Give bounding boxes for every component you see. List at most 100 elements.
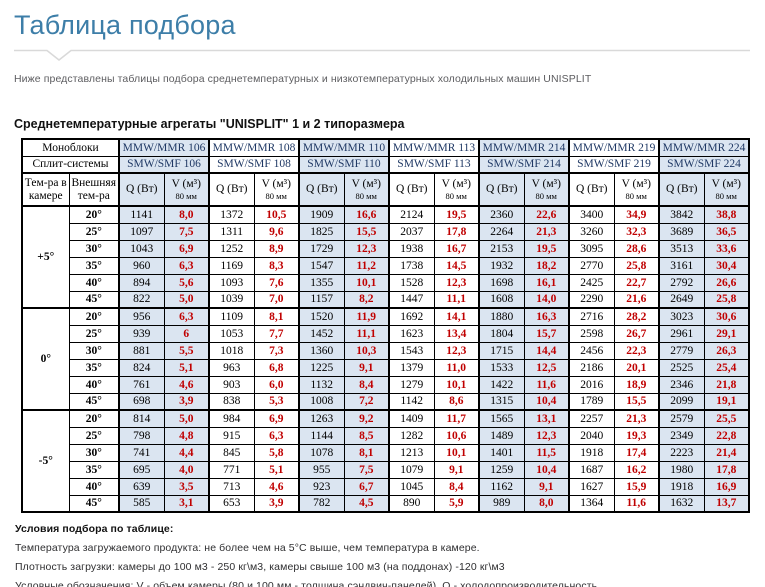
q-value-cell: 939 xyxy=(118,324,165,343)
q-value-cell: 1053 xyxy=(208,324,255,343)
v-value-cell: 5,1 xyxy=(253,460,300,479)
q-value-cell: 1263 xyxy=(298,409,345,428)
v-value-cell: 33,6 xyxy=(703,239,750,258)
q-value-cell: 923 xyxy=(298,477,345,496)
split-model-header-cell: SMW/SMF 214 xyxy=(478,155,570,174)
panel-thickness-label: 80 мм xyxy=(445,191,467,202)
temp-group-label: -5° xyxy=(21,409,70,513)
q-value-cell: 2290 xyxy=(568,290,615,309)
q-value-cell: 1379 xyxy=(388,358,435,377)
v-column-header: V (м³) 80 мм xyxy=(343,172,390,207)
q-value-cell: 3842 xyxy=(658,205,705,224)
v-value-cell: 6,9 xyxy=(163,239,210,258)
v-value-cell: 28,2 xyxy=(613,307,660,326)
q-value-cell: 1565 xyxy=(478,409,525,428)
v-value-cell: 11,7 xyxy=(433,409,480,428)
table-conditions: Условия подбора по таблице: Температура … xyxy=(15,520,751,587)
v-value-cell: 8,4 xyxy=(433,477,480,496)
q-value-cell: 1980 xyxy=(658,460,705,479)
outdoor-temp-cell: 20° xyxy=(68,307,120,326)
q-value-cell: 1825 xyxy=(298,222,345,241)
title-divider xyxy=(14,49,751,65)
v-value-cell: 7,0 xyxy=(253,290,300,309)
q-value-cell: 2360 xyxy=(478,205,525,224)
v-value-cell: 10,4 xyxy=(523,460,570,479)
split-model-header-cell: SMW/SMF 224 xyxy=(658,155,750,174)
v-value-cell: 11,1 xyxy=(433,290,480,309)
outdoor-temp-cell: 20° xyxy=(68,409,120,428)
q-value-cell: 3095 xyxy=(568,239,615,258)
q-value-cell: 963 xyxy=(208,358,255,377)
v-value-cell: 15,5 xyxy=(613,392,660,411)
q-value-cell: 956 xyxy=(118,307,165,326)
v-value-cell: 3,9 xyxy=(163,392,210,411)
q-value-cell: 984 xyxy=(208,409,255,428)
v-column-header: V (м³) 80 мм xyxy=(163,172,210,207)
v-value-cell: 8,0 xyxy=(163,205,210,224)
v-value-cell: 5,1 xyxy=(163,358,210,377)
q-column-header: Q (Вт) xyxy=(208,172,255,207)
v-value-cell: 3,9 xyxy=(253,494,300,513)
v-value-cell: 17,8 xyxy=(703,460,750,479)
q-value-cell: 1409 xyxy=(388,409,435,428)
q-value-cell: 1162 xyxy=(478,477,525,496)
q-value-cell: 2124 xyxy=(388,205,435,224)
intro-text: Ниже представлены таблицы подбора средне… xyxy=(14,73,592,85)
monoblocks-row-label: Моноблоки xyxy=(21,138,120,157)
outdoor-temp-column-header: Внешняя тем-ра xyxy=(68,172,120,207)
v-value-cell: 11,1 xyxy=(343,324,390,343)
q-value-cell: 1225 xyxy=(298,358,345,377)
q-value-cell: 955 xyxy=(298,460,345,479)
v-value-cell: 11,5 xyxy=(523,443,570,462)
q-value-cell: 2186 xyxy=(568,358,615,377)
v-value-cell: 15,9 xyxy=(613,477,660,496)
q-value-cell: 653 xyxy=(208,494,255,513)
v-value-cell: 6,9 xyxy=(253,409,300,428)
page-title: Таблица подбора xyxy=(14,10,236,40)
v-value-cell: 12,3 xyxy=(523,426,570,445)
v-value-cell: 8,2 xyxy=(343,290,390,309)
v-value-cell: 5,0 xyxy=(163,290,210,309)
model-header-cell: MMW/MMR 110 xyxy=(298,138,390,157)
v-value-cell: 5,0 xyxy=(163,409,210,428)
temp-group-label: 0° xyxy=(21,307,70,411)
divider-chevron-icon xyxy=(14,49,750,61)
v-value-cell: 21,8 xyxy=(703,375,750,394)
panel-thickness-label: 80 мм xyxy=(265,191,287,202)
q-value-cell: 2770 xyxy=(568,256,615,275)
v-value-cell: 12,3 xyxy=(433,341,480,360)
q-value-cell: 1533 xyxy=(478,358,525,377)
v-value-cell: 30,6 xyxy=(703,307,750,326)
q-value-cell: 761 xyxy=(118,375,165,394)
v-value-cell: 3,5 xyxy=(163,477,210,496)
q-value-cell: 2779 xyxy=(658,341,705,360)
outdoor-temp-cell: 40° xyxy=(68,273,120,292)
v-value-cell: 8,9 xyxy=(253,239,300,258)
v-column-header: V (м³) 80 мм xyxy=(253,172,300,207)
q-value-cell: 3513 xyxy=(658,239,705,258)
v-value-cell: 11,2 xyxy=(343,256,390,275)
v-value-cell: 4,4 xyxy=(163,443,210,462)
q-value-cell: 1079 xyxy=(388,460,435,479)
q-value-cell: 1422 xyxy=(478,375,525,394)
q-value-cell: 1632 xyxy=(658,494,705,513)
q-column-header: Q (Вт) xyxy=(658,172,705,207)
q-value-cell: 1909 xyxy=(298,205,345,224)
v-value-cell: 7,6 xyxy=(253,273,300,292)
v-value-cell: 4,6 xyxy=(163,375,210,394)
q-value-cell: 989 xyxy=(478,494,525,513)
q-value-cell: 1623 xyxy=(388,324,435,343)
outdoor-temp-cell: 35° xyxy=(68,460,120,479)
outdoor-temp-cell: 45° xyxy=(68,290,120,309)
q-value-cell: 1401 xyxy=(478,443,525,462)
v-value-cell: 14,4 xyxy=(523,341,570,360)
q-value-cell: 3689 xyxy=(658,222,705,241)
q-value-cell: 1109 xyxy=(208,307,255,326)
v-value-cell: 18,2 xyxy=(523,256,570,275)
q-value-cell: 915 xyxy=(208,426,255,445)
q-value-cell: 1078 xyxy=(298,443,345,462)
q-value-cell: 3260 xyxy=(568,222,615,241)
q-value-cell: 2153 xyxy=(478,239,525,258)
v-value-cell: 8,1 xyxy=(343,443,390,462)
v-value-cell: 5,3 xyxy=(253,392,300,411)
